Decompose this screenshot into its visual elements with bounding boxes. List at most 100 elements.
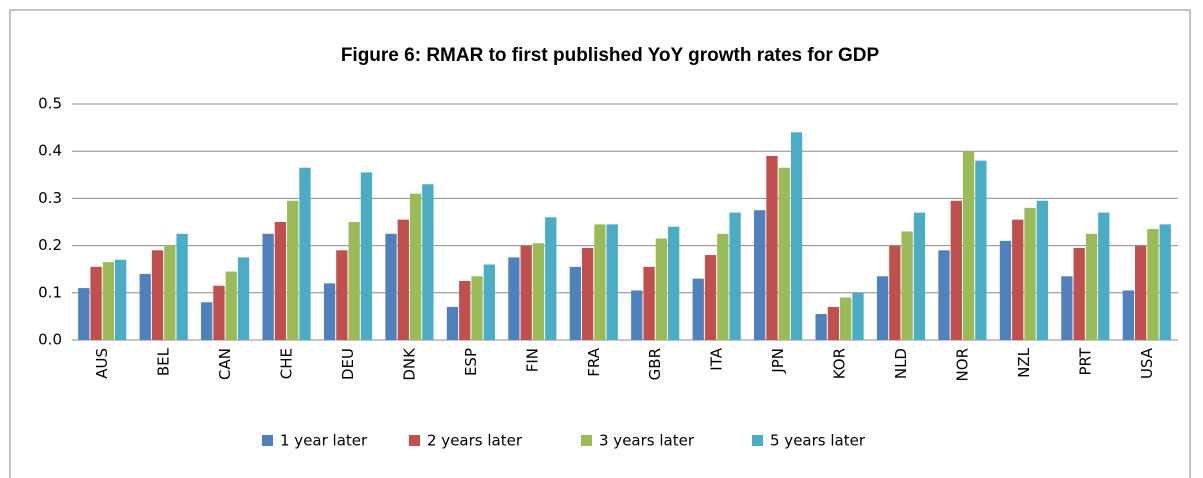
bar [1147,229,1159,340]
bar [876,276,889,340]
bar [422,184,434,340]
bar [508,257,520,340]
legend-label: 5 years later [770,432,866,450]
chart-title: Figure 6: RMAR to first published YoY gr… [341,45,880,66]
bar [569,266,581,340]
bar [201,302,213,340]
bar [225,271,237,340]
bar [1085,233,1098,340]
bar [1061,276,1073,340]
bar [299,167,311,340]
bar [815,314,827,340]
bar [139,273,151,340]
bar [938,250,950,340]
x-tick-label: CHE [278,348,296,379]
x-tick-label: FRA [585,347,603,376]
bar [237,257,250,340]
bar [102,262,115,340]
bar [1122,290,1134,340]
bar [336,250,348,340]
x-tick-label: DEU [339,348,357,380]
bar [176,233,188,340]
bar [606,224,618,340]
x-tick-label: PRT [1076,347,1094,375]
legend-label: 2 years later [427,432,523,450]
bar [901,231,913,340]
x-tick-label: ITA [708,347,726,370]
bar [397,219,409,340]
bar [323,283,336,340]
bar [78,288,90,340]
y-tick-label: 0.5 [38,95,62,113]
x-tick-label: NLD [892,348,910,379]
bar [274,222,287,340]
legend-label: 3 years later [599,432,695,450]
y-tick-label: 0.4 [38,142,62,160]
x-tick-label: BEL [155,347,173,376]
legend-swatch [752,435,763,446]
bar [913,212,926,340]
bar [520,245,532,340]
bar [1024,207,1036,340]
bar [999,240,1012,340]
bar [704,255,717,340]
bar [778,167,790,340]
bar [545,217,557,340]
bar [655,238,668,340]
bar [975,160,987,340]
bar [151,250,164,340]
bar [409,193,422,340]
bar [1159,224,1171,340]
bar [213,285,225,340]
bar [754,210,766,340]
bar [962,151,975,340]
x-tick-label: AUS [93,348,111,379]
y-tick-label: 0.2 [38,236,62,254]
x-tick-label: NOR [953,348,971,381]
legend-swatch [581,435,592,446]
bar [581,247,594,340]
x-tick-label: CAN [216,348,234,380]
bar [852,292,864,340]
x-tick-label: ESP [462,348,480,376]
bar [1073,247,1085,340]
bar [90,266,102,340]
bar [827,306,840,340]
bar [1134,245,1147,340]
y-tick-label: 0.3 [38,189,62,207]
bar [668,226,680,340]
bar [643,266,655,340]
bar [790,132,803,340]
legend-swatch [262,435,273,446]
bar [631,290,643,340]
bar [594,224,606,340]
bar [483,264,495,340]
bar [446,306,459,340]
bar [164,245,176,340]
bar [1098,212,1110,340]
legend-swatch [409,435,420,446]
x-tick-label: NZL [1015,347,1033,377]
bar [840,297,852,340]
bar [766,155,778,340]
bar [287,200,299,340]
bar [348,222,360,340]
bar [115,259,127,340]
x-tick-label: DNK [400,347,418,381]
y-tick-label: 0.0 [38,331,62,349]
bar [471,276,483,340]
bar [360,172,373,340]
x-tick-label: GBR [646,348,664,380]
bar [950,200,962,340]
bar [889,245,901,340]
bar [1012,219,1024,340]
bar [262,233,274,340]
bar [1036,200,1048,340]
legend-label: 1 year later [280,432,368,450]
bar [459,281,471,340]
bar [532,243,545,340]
x-tick-label: KOR [831,348,849,379]
y-tick-label: 0.1 [38,283,62,301]
bar [692,278,704,340]
